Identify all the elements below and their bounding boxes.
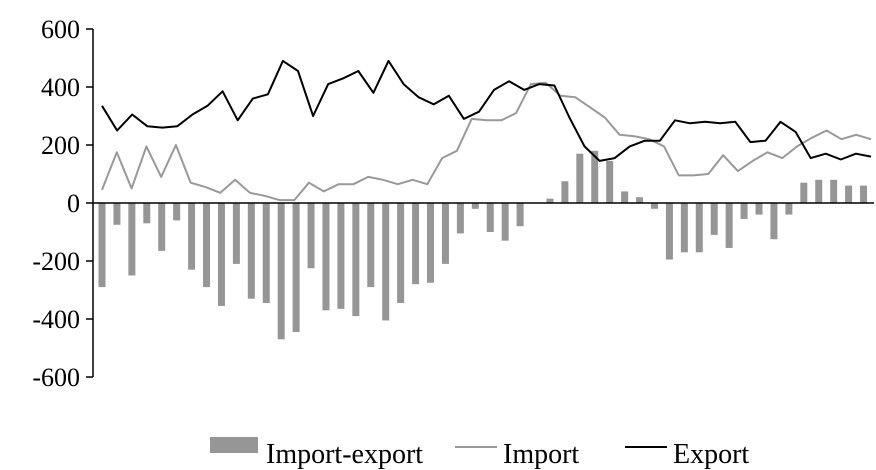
import-export-bar [128, 203, 136, 276]
import-export-bar [830, 179, 838, 203]
import-export-bar [486, 203, 494, 232]
import-export-bar [277, 203, 285, 340]
import-export-bar [800, 182, 808, 203]
legend-label-import: Import [503, 439, 579, 470]
import-export-bar [665, 203, 673, 260]
import-export-bar [322, 203, 330, 311]
import-export-bar [397, 203, 405, 304]
import-export-bar [188, 203, 196, 270]
import-export-bar [576, 153, 584, 203]
import-export-bar [427, 203, 435, 283]
import-export-bar [456, 203, 464, 234]
import-export-bar [217, 203, 225, 306]
legend-label-import-export: Import-export [266, 439, 423, 470]
import-export-bar [650, 203, 658, 209]
import-export-bar [203, 203, 211, 288]
legend-swatch-import-export [210, 437, 258, 453]
import-line [101, 81, 872, 202]
y-tick-label: -600 [32, 363, 80, 392]
y-tick-label: 400 [41, 73, 80, 102]
import-export-bar [232, 203, 240, 264]
import-export-bar [352, 203, 360, 317]
y-tick-label: 0 [67, 189, 80, 218]
import-export-bar [680, 203, 688, 253]
legend: Import-export Import Export [210, 437, 749, 470]
import-export-bar [113, 203, 121, 225]
import-export-bar [412, 203, 420, 285]
legend-label-export: Export [673, 439, 749, 470]
import-export-bar [441, 203, 449, 264]
import-export-bar [591, 150, 599, 203]
import-export-bar [98, 203, 106, 288]
import-export-bar [621, 191, 629, 203]
import-export-bars [98, 150, 868, 340]
import-export-bar [606, 160, 614, 203]
import-export-bar [337, 203, 345, 309]
import-export-bar [860, 185, 868, 203]
import-export-bar [173, 203, 181, 221]
import-export-bar [546, 198, 554, 203]
import-export-bar [695, 203, 703, 253]
import-export-bar [710, 203, 718, 235]
y-tick-label: -200 [32, 247, 80, 276]
import-export-bar [561, 181, 569, 203]
import-export-bar [262, 203, 270, 304]
import-export-bar [471, 203, 479, 209]
import-export-bar [501, 203, 509, 241]
import-export-bar [725, 203, 733, 248]
import-export-bar [740, 203, 748, 219]
import-export-bar [516, 203, 524, 227]
import-export-bar [382, 203, 390, 321]
y-tick-label: 600 [41, 15, 80, 44]
import-export-bar [367, 203, 375, 288]
y-tick-label: -400 [32, 305, 80, 334]
import-export-bar [143, 203, 151, 224]
export-line [101, 59, 872, 162]
y-axis: 600 400 200 0 -200 -400 -600 [32, 15, 94, 392]
import-export-bar [815, 179, 823, 203]
line-series [101, 59, 872, 202]
import-export-bar [845, 185, 853, 203]
import-export-bar [770, 203, 778, 240]
import-export-bar [247, 203, 255, 299]
import-export-bar [636, 197, 644, 203]
import-export-bar [292, 203, 300, 333]
import-export-bar [158, 203, 166, 251]
y-tick-label: 200 [41, 131, 80, 160]
import-export-bar [755, 203, 763, 215]
import-export-bar [307, 203, 315, 269]
import-export-bar [785, 203, 793, 215]
